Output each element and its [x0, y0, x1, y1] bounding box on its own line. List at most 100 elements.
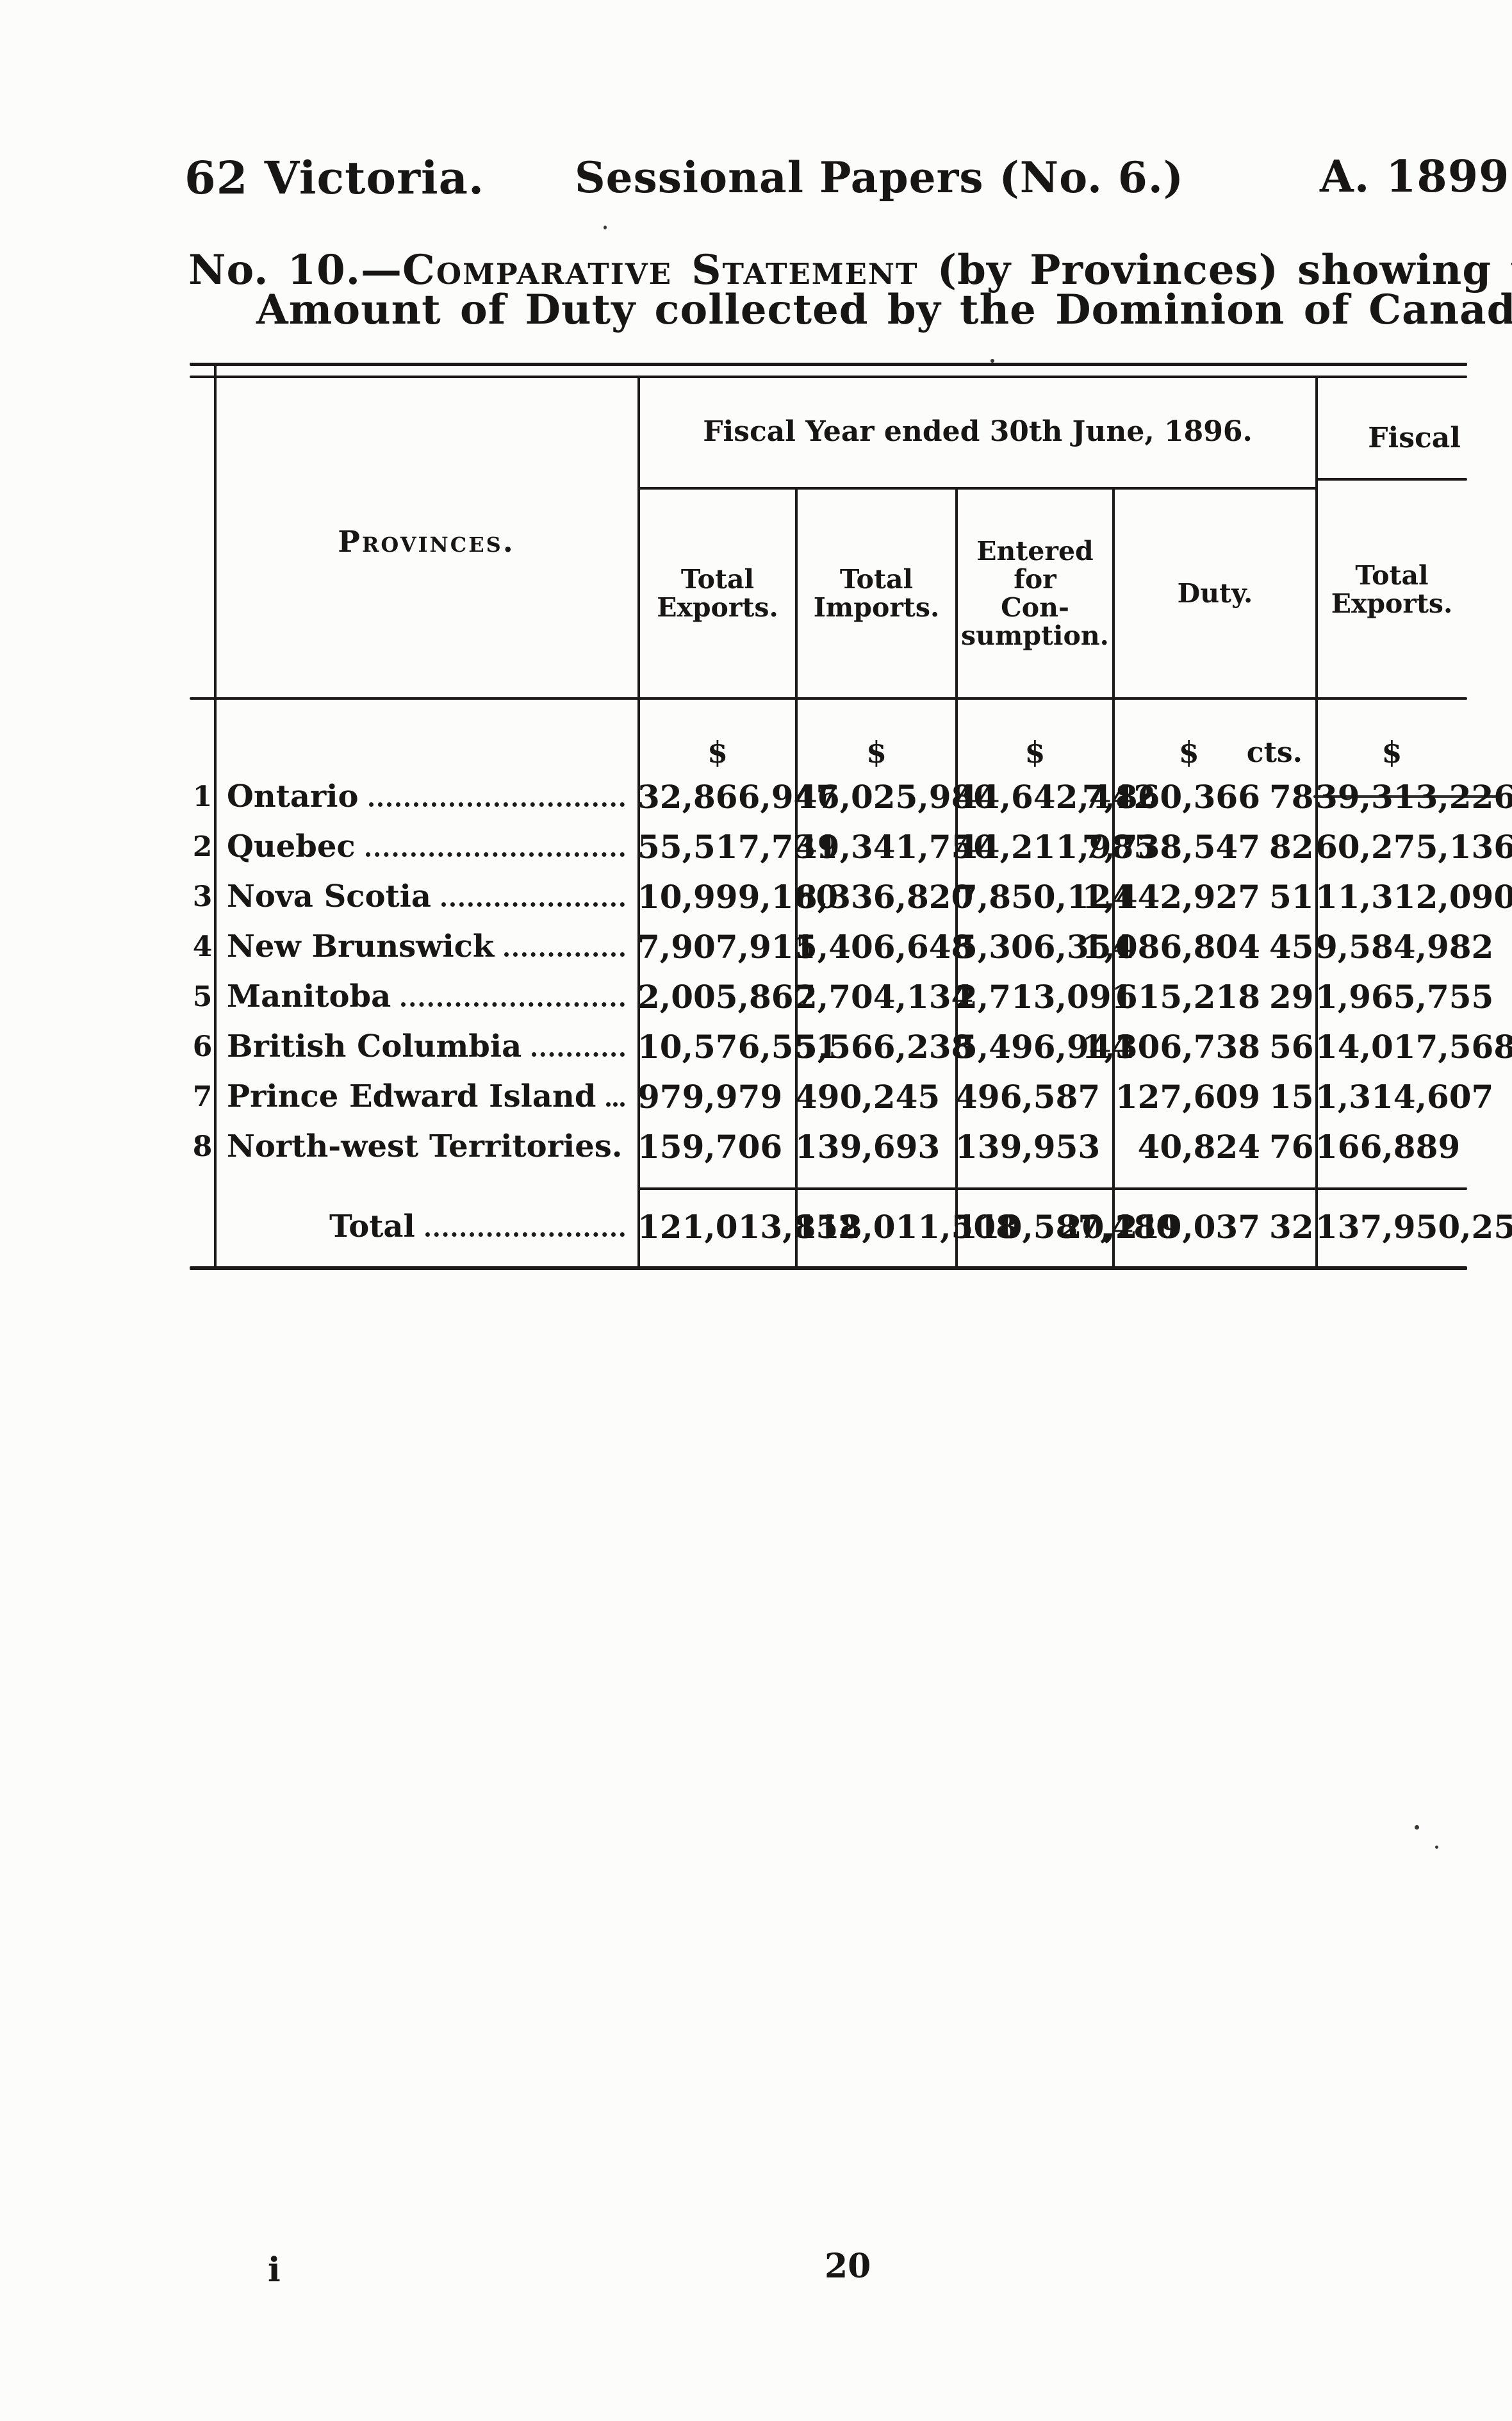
dotted-leader: [365, 852, 625, 857]
scan-speck: [1435, 1846, 1438, 1849]
total-imports-value: 46,025,980: [795, 777, 996, 816]
row-number: 1: [192, 780, 213, 813]
total-exports-value: 2,005,867: [637, 977, 816, 1016]
unit-dollar-fiscal-exports: $: [1381, 735, 1402, 770]
column-header-entered-for-consumption: Entered for Con- sumption.: [961, 536, 1109, 651]
duty-total: 20,219,037 32: [1060, 1208, 1315, 1246]
province-cell: Quebec: [215, 829, 637, 864]
total-exports-value: 159,706: [637, 1127, 783, 1166]
fiscal-total-exports-value: 1,314,607: [1315, 1077, 1494, 1116]
table-total-row: Total 121,013,852 118,011,508 110,587,48…: [190, 1187, 1512, 1266]
entered-for-consumption-value: 5,306,354: [955, 927, 1134, 966]
column-header-provinces: Provinces.: [338, 524, 515, 559]
year-label: A. 1899: [1320, 151, 1510, 202]
duty-dollars: 7,860,366: [1081, 777, 1260, 816]
row-number: 2: [192, 830, 213, 863]
table-row: 4 New Brunswick 7,907,911 5,406,648 5,30…: [190, 921, 1494, 971]
province-name: Manitoba: [227, 979, 391, 1014]
row-number: 4: [192, 930, 213, 963]
total-imports-total: 118,011,508: [795, 1207, 1018, 1246]
publication-label: Sessional Papers (No. 6.): [575, 153, 1185, 202]
unit-dollar-entered: $: [1024, 735, 1046, 770]
total-imports-value: 490,245: [795, 1077, 941, 1116]
fiscal-total-exports-total: 137,950,253: [1315, 1207, 1512, 1246]
group-header-fiscal: Fiscal: [1368, 421, 1461, 454]
duty-cents: 82: [1269, 827, 1314, 866]
duty-dollars: 1,442,927: [1081, 877, 1260, 916]
duty-value: 7,860,366 78: [1082, 778, 1315, 816]
province-cell: Manitoba: [215, 979, 637, 1014]
scan-speck: [604, 226, 607, 229]
province-cell: British Columbia: [215, 1029, 637, 1064]
entered-for-consumption-value: 5,496,944: [955, 1027, 1134, 1066]
duty-cents: 15: [1269, 1077, 1314, 1116]
province-name: Prince Edward Island: [227, 1078, 596, 1114]
duty-cents: 76: [1269, 1127, 1314, 1166]
duty-value: 7,738,547 82: [1082, 827, 1315, 866]
province-name: North-west Territories.: [227, 1128, 623, 1164]
fiscal-total-exports-value: 166,889: [1315, 1127, 1461, 1166]
duty-value: 1,442,927 51: [1082, 877, 1315, 916]
duty-value: 127,609 15: [1112, 1078, 1315, 1116]
dotted-leader: [401, 1002, 625, 1007]
total-exports-value: 7,907,911: [637, 927, 816, 966]
statement-title: Comparative Statement: [402, 246, 919, 294]
table-row: 6 British Columbia 10,576,551 5,566,238 …: [190, 1021, 1512, 1071]
column-header-fiscal-total-exports: Total Exports.: [1331, 560, 1453, 619]
dotted-leader: [441, 902, 625, 907]
scan-speck: [1415, 1825, 1419, 1830]
dotted-leader: [606, 1102, 625, 1107]
table-title-line1: No. 10.—Comparative Statement (by Provin…: [188, 246, 1512, 294]
row-number: 3: [192, 880, 213, 913]
duty-dollars: 1,306,738: [1081, 1027, 1260, 1066]
table-body: 1 Ontario 32,866,947 46,025,980 44,642,4…: [190, 772, 1512, 1171]
province-cell: New Brunswick: [215, 929, 637, 964]
table-row: 8 North-west Territories. 159,706 139,69…: [190, 1121, 1467, 1171]
entered-for-consumption-value: 139,953: [955, 1127, 1101, 1166]
duty-dollars: 1,086,804: [1081, 927, 1260, 966]
duty-dollars: 615,218: [1115, 977, 1260, 1016]
total-imports-value: 139,693: [795, 1127, 941, 1166]
total-label: Total: [329, 1209, 415, 1244]
duty-value: 615,218 29: [1112, 978, 1315, 1016]
duty-cents: 45: [1269, 927, 1314, 966]
column-header-total-exports: Total Exports.: [657, 564, 778, 623]
fiscal-total-exports-value: 1,965,755: [1315, 977, 1494, 1016]
total-exports-value: 10,576,551: [637, 1027, 839, 1066]
total-imports-value: 49,341,750: [795, 827, 996, 866]
province-name: Quebec: [227, 829, 356, 864]
scan-speck: [990, 359, 994, 363]
table-border-left: [214, 363, 217, 1269]
unit-dollar-cents-duty: $ cts.: [1113, 723, 1317, 782]
row-number: 7: [192, 1080, 213, 1113]
entered-for-consumption-value: 2,713,091: [955, 977, 1134, 1016]
table-row: 3 Nova Scotia 10,999,160 8,336,820 7,850…: [190, 872, 1512, 921]
province-cell: Ontario: [215, 779, 637, 814]
group-header-underline-1896: [639, 487, 1317, 490]
signature-mark: i: [268, 2251, 281, 2290]
fiscal-total-exports-value: 14,017,568: [1315, 1027, 1512, 1066]
duty-dollars: 20,219,037: [1059, 1207, 1260, 1246]
province-name: Nova Scotia: [227, 879, 432, 914]
total-exports-value: 10,999,160: [637, 877, 839, 916]
column-divider-exports-imports: [795, 487, 798, 1269]
group-header-underline-fiscal: [1317, 478, 1467, 481]
table-number: No. 10.—: [188, 246, 402, 294]
duty-value: 1,086,804 45: [1082, 927, 1315, 966]
total-exports-value: 32,866,947: [637, 777, 839, 816]
fiscal-total-exports-value: 60,275,136: [1315, 827, 1512, 866]
duty-dollars: 127,609: [1115, 1077, 1260, 1116]
table-rule-bottom: [190, 1266, 1467, 1270]
column-header-total-imports: Total Imports.: [813, 564, 940, 623]
total-exports-total: 121,013,852: [637, 1207, 860, 1246]
province-name: Ontario: [227, 779, 359, 814]
province-cell: North-west Territories.: [215, 1128, 637, 1164]
dotted-leader: [532, 1052, 625, 1057]
dollar-sign: $: [1178, 735, 1199, 770]
row-number: 8: [192, 1130, 213, 1163]
duty-cents: 51: [1269, 877, 1314, 916]
entered-for-consumption-value: 496,587: [955, 1077, 1101, 1116]
group-header-1896: Fiscal Year ended 30th June, 1896.: [703, 415, 1253, 448]
total-separator-rule: [639, 1187, 1467, 1190]
